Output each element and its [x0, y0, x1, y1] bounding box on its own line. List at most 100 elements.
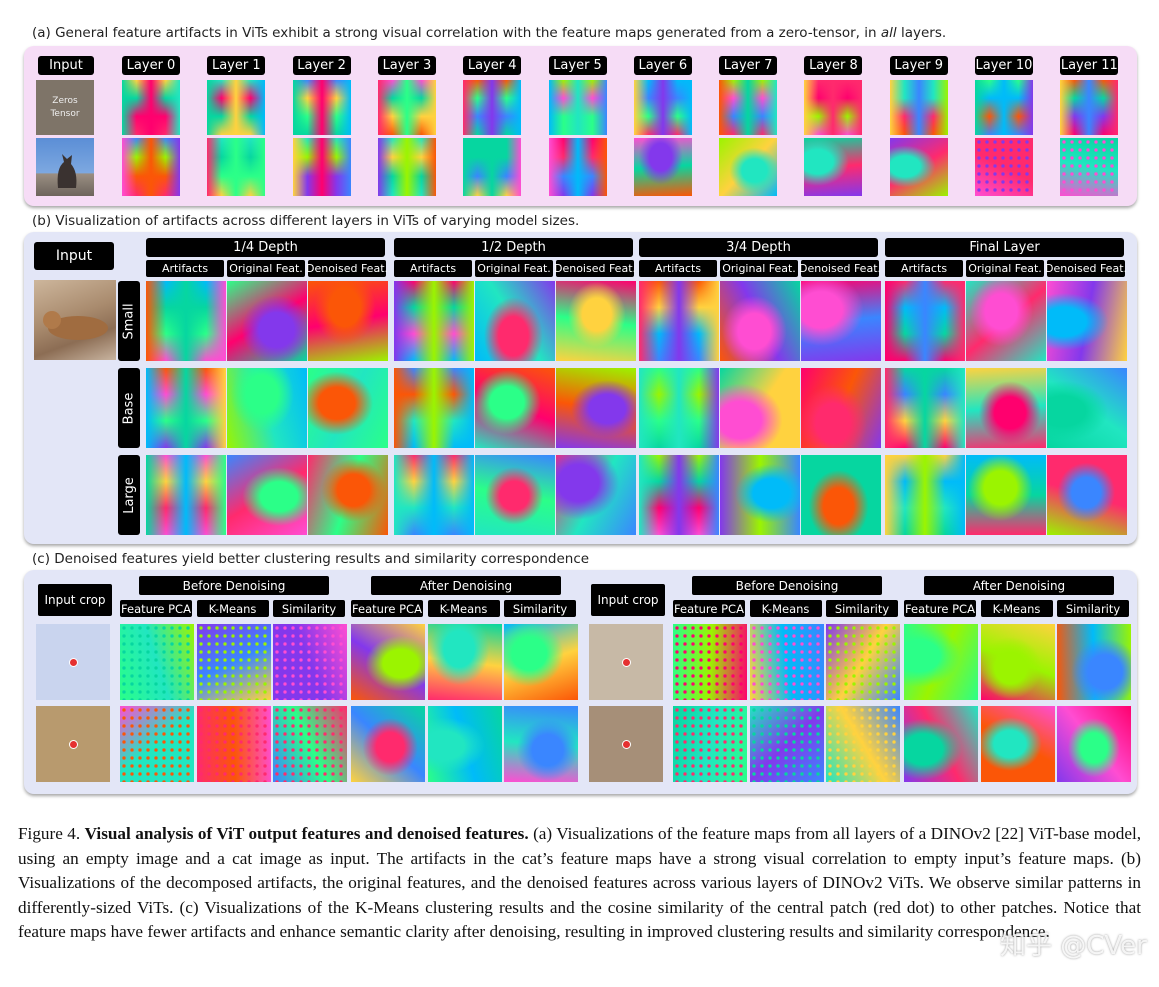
depth-2-sub-1: Original Feat. — [720, 260, 798, 277]
depth-header-1-text: 1/2 Depth — [481, 240, 546, 255]
depth-1-sub-0-text: Artifacts — [409, 262, 457, 275]
size-label-2-text: Large — [121, 476, 137, 514]
c0-r0-before-col0 — [120, 624, 194, 700]
c1-r1-after-col0 — [904, 706, 978, 782]
c0-h0-sub-0: Feature PCA — [120, 600, 192, 617]
c0-r1-after-col1 — [427, 706, 502, 782]
c1-h0-sub-0-text: Feature PCA — [674, 601, 744, 616]
c0-r1-before-col2 — [273, 706, 347, 782]
depth-3-sub-1: Original Feat. — [966, 260, 1044, 277]
depth-header-0-text: 1/4 Depth — [233, 240, 298, 255]
b-base-depth1-col2 — [556, 368, 636, 448]
size-label-2: Large — [118, 455, 140, 535]
c1-h1-sub-2: Similarity — [1057, 600, 1129, 617]
b-small-depth3-col2 — [1047, 281, 1127, 361]
c1-r0-after-col0 — [904, 624, 978, 700]
c0-h1-sub-1: K-Means — [427, 600, 500, 617]
c1-h0-sub-1: K-Means — [749, 600, 822, 617]
depth-0-sub-1-text: Original Feat. — [229, 262, 303, 275]
depth-2-sub-0-text: Artifacts — [654, 262, 702, 275]
c1-r0-after-col2 — [1057, 624, 1131, 700]
c0-h1-sub-2: Similarity — [504, 600, 576, 617]
b-large-depth1-col2 — [556, 455, 636, 535]
c1-after-label: After Denoising — [924, 576, 1114, 595]
depth-header-2: 3/4 Depth — [639, 238, 878, 257]
c1-r1-before-col2 — [826, 706, 900, 782]
c0-before-label: Before Denoising — [139, 576, 329, 595]
zeros-feature-map-layer-4 — [463, 80, 522, 135]
b-small-depth1-col0 — [394, 281, 474, 361]
b-base-depth0-col1 — [227, 368, 307, 448]
c1-h0-sub-2: Similarity — [826, 600, 898, 617]
depth-header-2-text: 3/4 Depth — [726, 240, 791, 255]
depth-header-3: Final Layer — [885, 238, 1124, 257]
depth-1-sub-1-text: Original Feat. — [477, 262, 551, 275]
c1-input-crop-label: Input crop — [591, 584, 665, 616]
cat-feature-map-layer-1 — [207, 138, 266, 196]
layer-label-10: Layer 10 — [975, 56, 1033, 75]
c1-h1-sub-0: Feature PCA — [904, 600, 976, 617]
c0-h1-sub-1-text: K-Means — [439, 601, 488, 616]
c1-r0-before-col1 — [749, 624, 824, 700]
b-base-depth2-col0 — [639, 368, 719, 448]
layer-label-2: Layer 2 — [292, 56, 351, 75]
panel-b-input-label: Input — [34, 242, 114, 270]
cat-feature-map-layer-11 — [1060, 138, 1119, 196]
layer-label-5-text: Layer 5 — [553, 58, 602, 73]
b-small-depth2-col2 — [801, 281, 881, 361]
c1-h1-sub-1: K-Means — [980, 600, 1053, 617]
depth-3-sub-1-text: Original Feat. — [968, 262, 1042, 275]
depth-0-sub-2-text: Denoised Feat. — [305, 262, 389, 275]
layer-label-9: Layer 9 — [889, 56, 948, 75]
size-label-1: Base — [118, 368, 140, 448]
c1-before-label: Before Denoising — [692, 576, 882, 595]
depth-2-sub-2-text: Denoised Feat. — [798, 262, 882, 275]
layer-label-11-text: Layer 11 — [1060, 58, 1118, 73]
b-base-depth1-col0 — [394, 368, 474, 448]
c1-h0-sub-1-text: K-Means — [761, 601, 810, 616]
c1-r1-before-col0 — [673, 706, 747, 782]
c0-h0-sub-0-text: Feature PCA — [121, 601, 191, 616]
depth-1-sub-1: Original Feat. — [475, 260, 553, 277]
layer-label-7: Layer 7 — [719, 56, 778, 75]
b-base-depth0-col2 — [308, 368, 388, 448]
c1-r1-after-col2 — [1057, 706, 1131, 782]
zeros-feature-map-layer-8 — [804, 80, 863, 135]
c0-after-label: After Denoising — [371, 576, 561, 595]
c1-r0-before-col2 — [826, 624, 900, 700]
layer-label-6-text: Layer 6 — [638, 58, 688, 73]
c0-h0-sub-1-text: K-Means — [208, 601, 257, 616]
layer-label-3: Layer 3 — [377, 56, 436, 75]
layer-label-8-text: Layer 8 — [809, 58, 858, 73]
c0-r0-after-col0 — [351, 624, 425, 700]
c0-r1-after-col2 — [504, 706, 578, 782]
b-base-depth0-col0 — [146, 368, 226, 448]
c0-h0-sub-2-text: Similarity — [281, 601, 337, 616]
zeros-feature-map-layer-7 — [719, 80, 778, 135]
c0-r0-before-col2 — [273, 624, 347, 700]
c1-r1-after-col1 — [980, 706, 1055, 782]
c1-input-crop-1 — [589, 706, 663, 782]
b-large-depth1-col1 — [475, 455, 555, 535]
layer-label-6: Layer 6 — [633, 56, 692, 75]
b-base-depth2-col1 — [720, 368, 800, 448]
b-large-depth0-col2 — [308, 455, 388, 535]
layer-label-0-text: Layer 0 — [126, 58, 176, 73]
depth-header-0: 1/4 Depth — [146, 238, 385, 257]
size-label-0: Small — [118, 281, 140, 361]
b-base-depth2-col2 — [801, 368, 881, 448]
c0-input-crop-1 — [36, 706, 110, 782]
b-large-depth2-col0 — [639, 455, 719, 535]
depth-header-3-text: Final Layer — [969, 240, 1040, 255]
figure-caption: Figure 4. Visual analysis of ViT output … — [18, 824, 1142, 942]
c0-h1-sub-2-text: Similarity — [512, 601, 568, 616]
b-base-depth3-col2 — [1047, 368, 1127, 448]
cat-feature-map-layer-10 — [975, 138, 1033, 196]
layer-label-9-text: Layer 9 — [894, 58, 944, 73]
section-a-caption: (a) General feature artifacts in ViTs ex… — [32, 25, 947, 41]
layer-label-4: Layer 4 — [463, 56, 522, 75]
depth-1-sub-2: Denoised Feat. — [554, 260, 636, 277]
depth-3-sub-2: Denoised Feat. — [1045, 260, 1127, 277]
cat-feature-map-layer-7 — [719, 138, 778, 196]
c1-r0-before-col0 — [673, 624, 747, 700]
